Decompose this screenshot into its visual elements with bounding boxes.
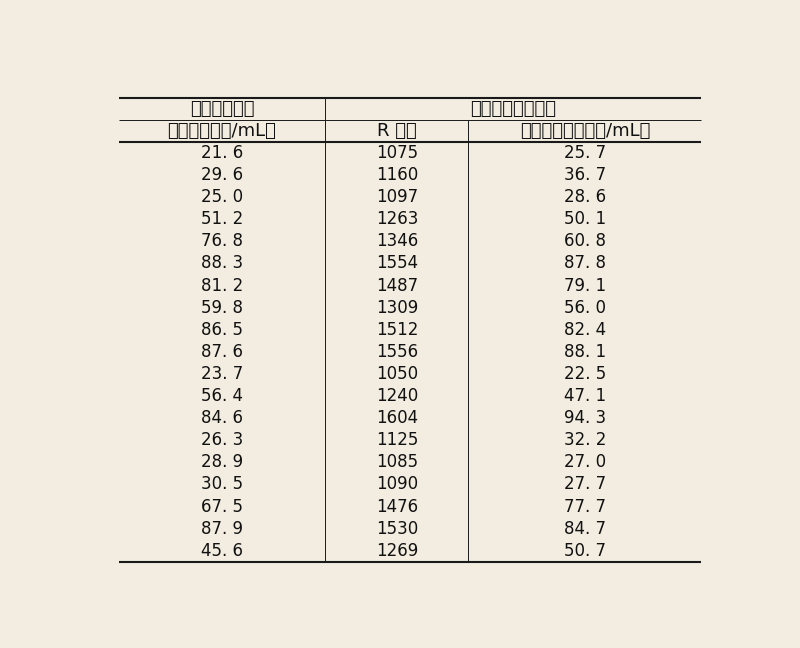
- Text: 87. 9: 87. 9: [201, 520, 243, 538]
- Text: 1050: 1050: [376, 365, 418, 383]
- Text: 1085: 1085: [376, 454, 418, 471]
- Text: 23. 7: 23. 7: [201, 365, 243, 383]
- Text: 32. 2: 32. 2: [564, 431, 606, 449]
- Text: 50. 7: 50. 7: [564, 542, 606, 560]
- Text: 25. 0: 25. 0: [201, 188, 243, 206]
- Text: 59. 8: 59. 8: [201, 299, 243, 317]
- Text: 94. 3: 94. 3: [564, 409, 606, 427]
- Text: 77. 7: 77. 7: [564, 498, 606, 516]
- Text: 84. 7: 84. 7: [564, 520, 606, 538]
- Text: 56. 4: 56. 4: [201, 387, 243, 405]
- Text: 50. 1: 50. 1: [564, 210, 606, 228]
- Text: 82. 4: 82. 4: [564, 321, 606, 339]
- Text: 87. 8: 87. 8: [564, 255, 606, 272]
- Text: 1097: 1097: [376, 188, 418, 206]
- Text: 1090: 1090: [376, 476, 418, 493]
- Text: R 値差: R 値差: [377, 122, 417, 140]
- Text: 22. 5: 22. 5: [564, 365, 606, 383]
- Text: 30. 5: 30. 5: [201, 476, 243, 493]
- Text: 26. 3: 26. 3: [201, 431, 243, 449]
- Text: 88. 3: 88. 3: [201, 255, 243, 272]
- Text: 25. 7: 25. 7: [564, 144, 606, 162]
- Text: 1346: 1346: [376, 233, 418, 250]
- Text: 47. 1: 47. 1: [564, 387, 606, 405]
- Text: 1125: 1125: [376, 431, 418, 449]
- Text: 27. 0: 27. 0: [564, 454, 606, 471]
- Text: 51. 2: 51. 2: [201, 210, 243, 228]
- Text: 56. 0: 56. 0: [564, 299, 606, 317]
- Text: 1160: 1160: [376, 166, 418, 184]
- Text: 87. 6: 87. 6: [201, 343, 243, 361]
- Text: 81. 2: 81. 2: [201, 277, 243, 295]
- Text: 1604: 1604: [376, 409, 418, 427]
- Text: 计算体细胞数（万/mL）: 计算体细胞数（万/mL）: [520, 122, 650, 140]
- Text: 1263: 1263: [376, 210, 418, 228]
- Text: 1556: 1556: [376, 343, 418, 361]
- Text: 28. 6: 28. 6: [564, 188, 606, 206]
- Text: 标准显微镜法: 标准显微镜法: [190, 100, 254, 118]
- Text: 1309: 1309: [376, 299, 418, 317]
- Text: 1476: 1476: [376, 498, 418, 516]
- Text: 29. 6: 29. 6: [201, 166, 243, 184]
- Text: 36. 7: 36. 7: [564, 166, 606, 184]
- Text: 79. 1: 79. 1: [564, 277, 606, 295]
- Text: 27. 7: 27. 7: [564, 476, 606, 493]
- Text: 84. 6: 84. 6: [201, 409, 243, 427]
- Text: 1075: 1075: [376, 144, 418, 162]
- Text: 60. 8: 60. 8: [564, 233, 606, 250]
- Text: 1487: 1487: [376, 277, 418, 295]
- Text: 1512: 1512: [376, 321, 418, 339]
- Text: 1554: 1554: [376, 255, 418, 272]
- Text: 本实施方式的方法: 本实施方式的方法: [470, 100, 557, 118]
- Text: 21. 6: 21. 6: [201, 144, 243, 162]
- Text: 45. 6: 45. 6: [201, 542, 243, 560]
- Text: 86. 5: 86. 5: [201, 321, 243, 339]
- Text: 1530: 1530: [376, 520, 418, 538]
- Text: 1240: 1240: [376, 387, 418, 405]
- Text: 67. 5: 67. 5: [201, 498, 243, 516]
- Text: 28. 9: 28. 9: [201, 454, 243, 471]
- Text: 体细胞数（万/mL）: 体细胞数（万/mL）: [168, 122, 277, 140]
- Text: 76. 8: 76. 8: [201, 233, 243, 250]
- Text: 1269: 1269: [376, 542, 418, 560]
- Text: 88. 1: 88. 1: [564, 343, 606, 361]
